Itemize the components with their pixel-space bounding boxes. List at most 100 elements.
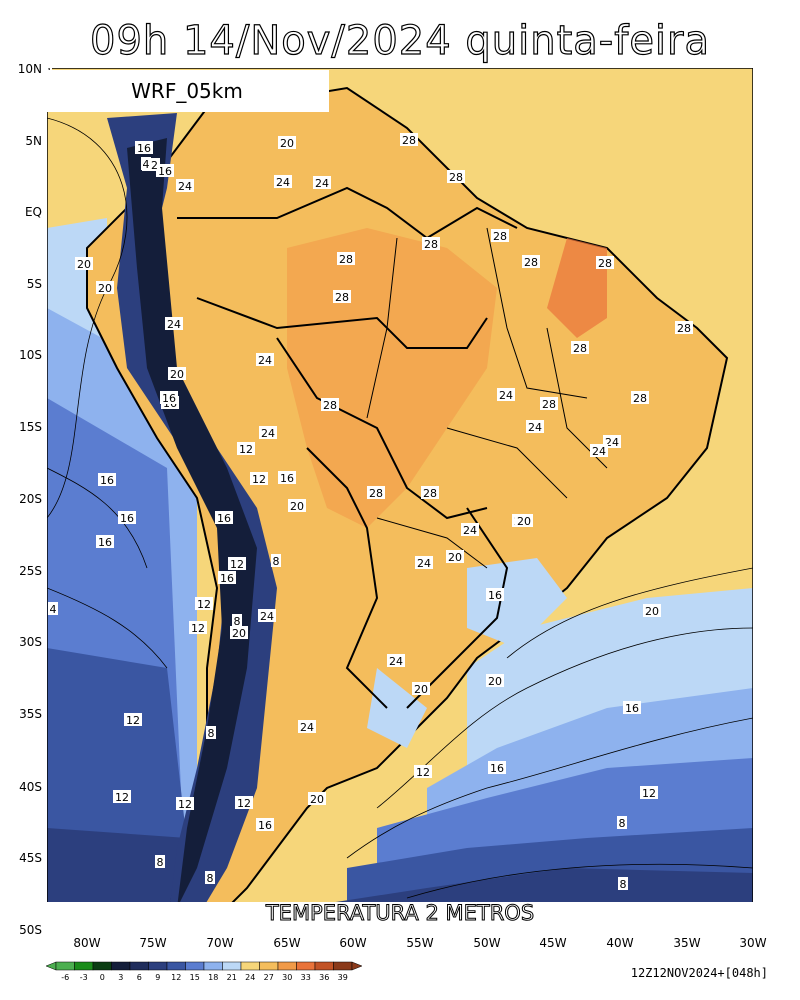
contour-label-bg [98,473,116,486]
contour-label-bg [113,790,131,803]
contour-label-bg [141,157,151,170]
contour-label-text: 28 [424,238,438,251]
contour-label: 20 [308,792,326,806]
contour-label-text: 28 [423,487,437,500]
colorbar-tick-label: 21 [227,973,237,982]
contour-label-text: 24 [463,524,477,537]
contour-label: 24 [461,523,479,537]
contour-label: 12 [124,713,142,727]
contour-label: 28 [321,398,339,412]
contour-label-bg [168,367,186,380]
contour-label-text: 16 [625,702,639,715]
colorbar-left-arrow [46,961,57,971]
colorbar-tick-label: 0 [100,973,105,982]
contour-label-bg [205,871,215,884]
contour-label-bg [215,511,233,524]
contour-label-text: 12 [642,787,656,800]
field-label: TEMPERATURA 2 METROS [265,901,534,925]
contour-label: 4 [48,602,58,616]
lat-label: 50S [19,923,42,937]
contour-label-text: 24 [417,557,431,570]
lon-label: 60W [339,936,367,950]
contour-label-bg [540,397,558,410]
colorbar-swatch [74,961,94,971]
south-cool-area [367,668,427,748]
contour-label-text: 24 [258,354,272,367]
contour-label: 12 [250,472,268,486]
contour-label-text: 20 [77,258,91,271]
contour-label: 24 [497,388,515,402]
contour-label-bg [235,796,253,809]
contour-label-text: 16 [100,474,114,487]
lat-label: 35S [19,707,42,721]
colorbar-swatch [55,961,75,971]
contour-label: 24 [176,179,194,193]
contour-label-text: 16 [490,762,504,775]
contour-label: 12 [113,790,131,804]
colorbar-tick-label: 15 [190,973,200,982]
lat-label: 5S [26,277,42,291]
contour-label-text: 8 [620,878,627,891]
contour-label-bg [617,816,627,829]
colorbar-swatch [222,961,242,971]
colorbar-swatch [277,961,297,971]
contour-label-bg [176,179,194,192]
colorbar: -6 -3 0 3 6 9 12 15 18 21 24 27 30 33 36 39 [46,961,362,982]
contour-label-text: 20 [448,551,462,564]
contour-label-bg [258,609,276,622]
contour-label-text: 20 [232,627,246,640]
contour-label-text: 24 [528,421,542,434]
contour-label: 20 [168,367,186,381]
contour-label-bg [488,761,506,774]
contour-label-text: 28 [598,257,612,270]
contour-label-text: 16 [98,536,112,549]
contour-label-text: 16 [488,589,502,602]
contour-label: 20 [446,550,464,564]
contour-label-text: 8 [234,615,241,628]
contour-label: 20 [278,136,296,150]
colorbar-swatch [314,961,334,971]
lat-label: 25S [19,564,42,578]
contour-label-text: 28 [402,134,416,147]
contour-label: 8 [155,855,165,869]
country-borders [177,186,518,709]
contour-label: 8 [618,877,628,891]
lat-label: 5N [25,134,42,148]
contour-label: 8 [205,871,215,885]
lat-label: 15S [19,420,42,434]
contour-label-text: 12 [230,558,244,571]
contour-label-bg [571,341,589,354]
colorbar-swatch [185,961,205,971]
contour-label: 24 [387,654,405,668]
contour-label-bg [623,701,641,714]
contour-label: 28 [540,397,558,411]
contour-label: 28 [675,321,693,335]
contour-label-bg [118,511,136,524]
contour-label-text: 24 [178,180,192,193]
contour-label-bg [515,514,533,527]
contour-label-bg [96,535,114,548]
contour-label-bg [271,554,281,567]
contour-label-bg [160,391,178,404]
contour-label: 16 [156,164,174,178]
colorbar-swatch [296,961,316,971]
contour-label-text: 24 [315,177,329,190]
contour-label-bg [156,164,174,177]
contour-label-text: 16 [258,819,272,832]
model-label-bg [47,70,329,112]
contour-label-text: 20 [488,675,502,688]
contour-label: 12 [176,797,194,811]
colorbar-tick-label: 6 [137,973,142,982]
contour-label-bg [155,855,165,868]
contour-label-bg [274,175,292,188]
colorbar-tick-label: -6 [61,973,69,982]
contour-label: 16 [488,761,506,775]
contour-label-bg [237,442,255,455]
contour-label-text: 28 [633,392,647,405]
contour-label-text: 12 [239,443,253,456]
colorbar-swatch [92,961,112,971]
contour-label-bg [497,388,515,401]
contour-label-text: 12 [197,598,211,611]
contour-label-bg [400,133,418,146]
